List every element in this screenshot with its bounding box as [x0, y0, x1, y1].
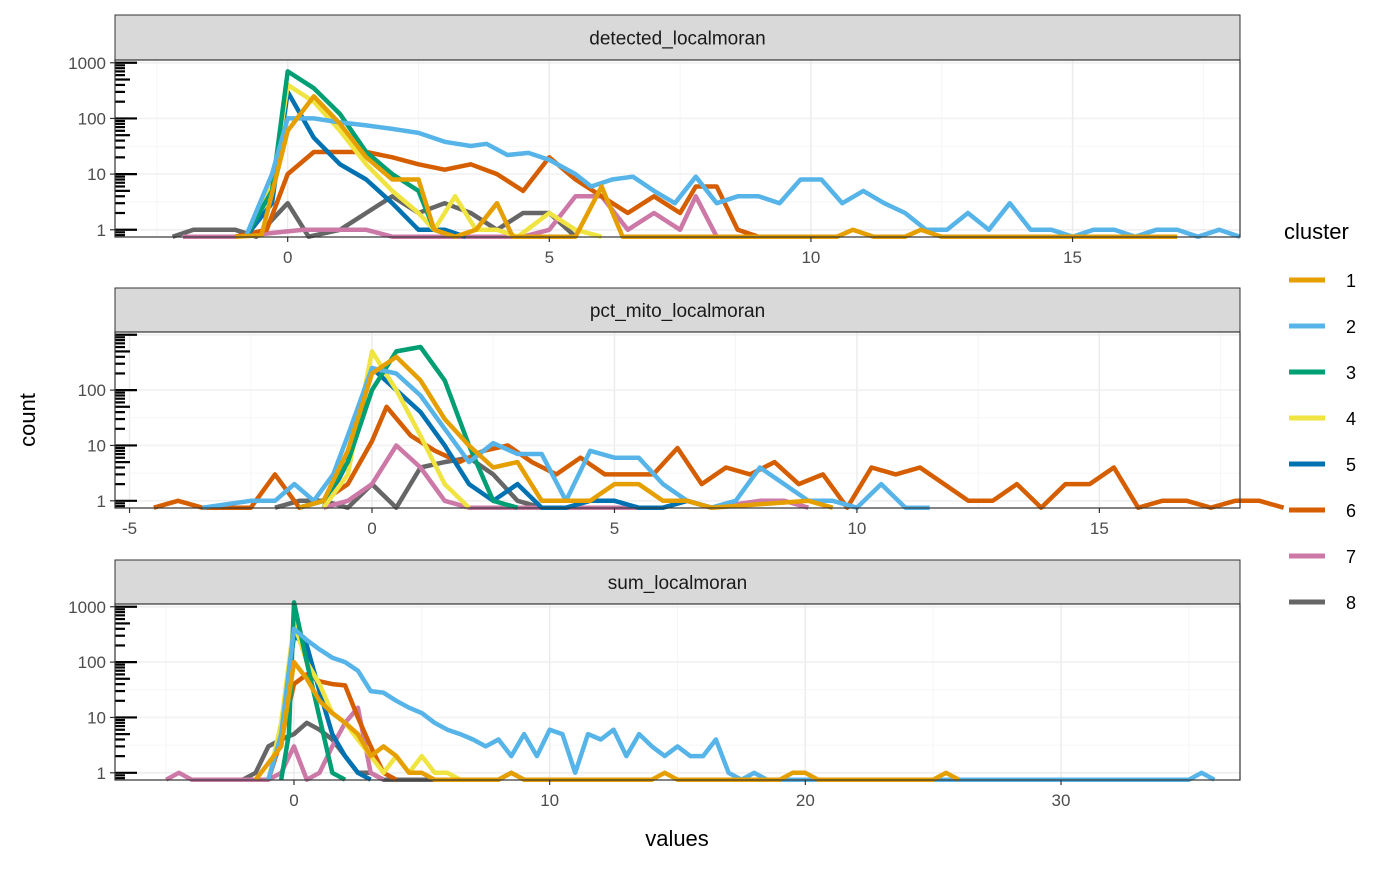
- series-line-cluster-3: [278, 600, 347, 782]
- plot-background: [115, 60, 1240, 237]
- legend-label-cluster-7: 7: [1346, 547, 1356, 567]
- legend-label-cluster-6: 6: [1346, 501, 1356, 521]
- log-tick-marks: [115, 61, 137, 237]
- y-tick-label: 100: [78, 109, 106, 128]
- x-axis: 0 10 20 30: [289, 780, 1070, 810]
- facet-strip-label: detected_localmoran: [589, 29, 765, 50]
- y-tick-label: 1: [97, 492, 106, 511]
- x-tick-label: 0: [367, 519, 376, 538]
- panel-sum_localmoran: sum_localmoran 0 10 20 30 1 10 100 1000: [68, 559, 1241, 810]
- legend-label-cluster-4: 4: [1346, 409, 1356, 429]
- facet-strip-label: pct_mito_localmoran: [590, 301, 765, 322]
- y-tick-label: 100: [78, 653, 106, 672]
- x-axis-label: values: [645, 826, 709, 851]
- facet-strip: [114, 14, 1241, 61]
- facet-strip: [114, 287, 1241, 333]
- plot-background: [115, 332, 1240, 508]
- x-tick-label: -5: [122, 519, 137, 538]
- y-tick-label: 100: [78, 381, 106, 400]
- panel-detected_localmoran: detected_localmoran 0 5 10 15 1 10 100 1000: [68, 14, 1241, 267]
- x-tick-label: 5: [610, 519, 619, 538]
- panel-border: [114, 603, 1241, 781]
- legend-label-cluster-5: 5: [1346, 455, 1356, 475]
- series-line-cluster-6: [153, 404, 1285, 510]
- grid-lines: [115, 332, 1240, 508]
- legend-label-cluster-3: 3: [1346, 363, 1356, 383]
- y-tick-label: 1: [97, 764, 106, 783]
- y-tick-label: 1000: [68, 598, 106, 617]
- x-axis: -5 0 5 10 15: [122, 508, 1109, 538]
- x-tick-label: 5: [545, 248, 554, 267]
- x-tick-label: 30: [1052, 791, 1071, 810]
- x-tick-label: 0: [283, 248, 292, 267]
- x-tick-label: 10: [847, 519, 866, 538]
- y-axis-label: count: [15, 393, 40, 447]
- x-axis: 0 5 10 15: [283, 237, 1082, 267]
- legend: cluster 1 2 3 4 5 6 7 8: [1284, 219, 1356, 613]
- y-tick-label: 10: [87, 165, 106, 184]
- grid-lines: [115, 604, 1240, 780]
- facet-strip: [114, 559, 1241, 605]
- series-line-cluster-4: [243, 82, 603, 239]
- x-tick-label: 10: [540, 791, 559, 810]
- log-tick-marks: [115, 333, 137, 508]
- series-line-cluster-2: [243, 116, 1241, 239]
- y-tick-label: 1: [97, 221, 106, 240]
- y-axis: 1 10 100 1000: [68, 54, 115, 240]
- legend-label-cluster-8: 8: [1346, 593, 1356, 613]
- panel-pct_mito_localmoran: pct_mito_localmoran -5 0 5 10 15 1 10 100: [78, 287, 1285, 538]
- panel-border: [114, 331, 1241, 509]
- y-axis: 1 10 100 1000: [68, 598, 115, 783]
- series-line-cluster-3: [298, 344, 519, 510]
- y-tick-label: 10: [87, 436, 106, 455]
- series-line-cluster-2: [266, 626, 1216, 782]
- y-tick-label: 1000: [68, 54, 106, 73]
- x-tick-label: 0: [289, 791, 298, 810]
- legend-label-cluster-2: 2: [1346, 317, 1356, 337]
- x-tick-label: 15: [1090, 519, 1109, 538]
- x-tick-label: 20: [796, 791, 815, 810]
- panel-border: [114, 59, 1241, 238]
- series-line-cluster-7: [183, 194, 719, 239]
- x-tick-label: 10: [801, 248, 820, 267]
- x-tick-label: 15: [1063, 248, 1082, 267]
- legend-title: cluster: [1284, 219, 1349, 244]
- series-line-cluster-4: [321, 349, 471, 510]
- facet-strip-label: sum_localmoran: [608, 573, 747, 594]
- series-line-cluster-1: [298, 354, 834, 510]
- log-tick-marks: [115, 605, 137, 780]
- y-tick-label: 10: [87, 708, 106, 727]
- legend-label-cluster-1: 1: [1346, 271, 1356, 291]
- y-axis: 1 10 100: [78, 381, 115, 511]
